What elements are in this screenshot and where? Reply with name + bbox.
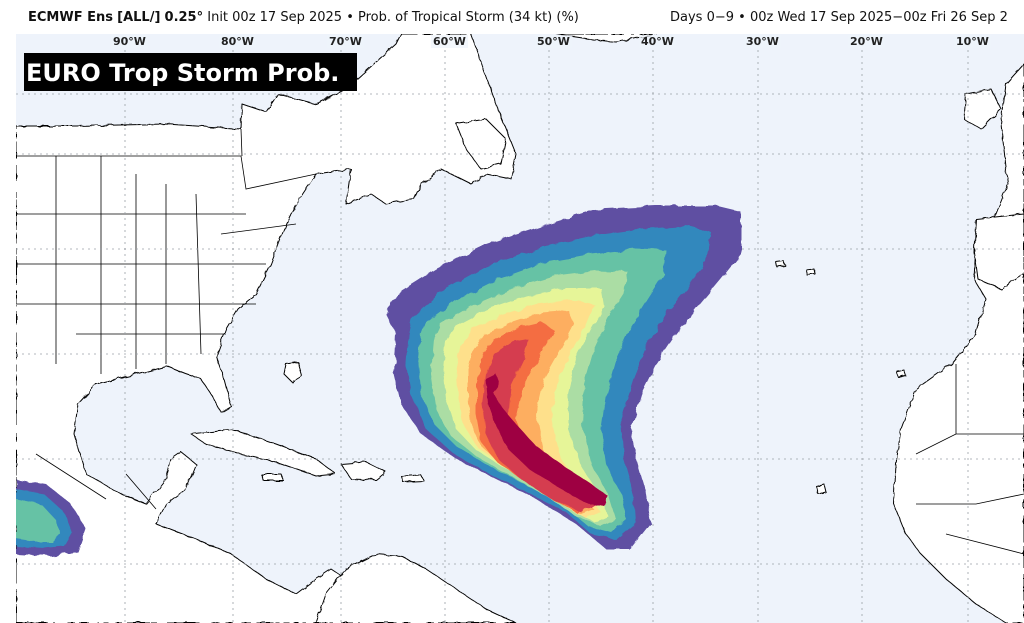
greenland	[555, 34, 657, 43]
hispaniola	[340, 461, 387, 481]
init-time: Init 00z 17 Sep 2025	[207, 10, 343, 25]
longitude-label: 10°W	[954, 35, 991, 48]
probability-plume	[386, 206, 741, 549]
member-set: [ALL/]	[117, 10, 161, 25]
prob-band-10	[486, 374, 608, 506]
borders	[16, 128, 1024, 555]
longitude-label: 70°W	[327, 35, 364, 48]
pacific-probability-blob	[16, 479, 86, 556]
azores-1	[775, 260, 786, 268]
map-title: ECMWF Ens [ALL/] 0.25° Init 00z 17 Sep 2…	[28, 10, 579, 25]
ireland	[963, 88, 1002, 130]
longitude-label: 60°W	[431, 35, 468, 48]
africa-europe	[893, 63, 1024, 623]
us-canada-border	[16, 128, 317, 190]
prob-band-9	[482, 339, 594, 512]
longitude-label: 50°W	[535, 35, 572, 48]
south-america	[315, 553, 517, 623]
africa-borders	[915, 364, 1024, 555]
iberia	[973, 213, 1024, 290]
headline-banner: EURO Trop Storm Prob.	[24, 53, 358, 91]
jamaica	[260, 473, 285, 482]
us-state-lines	[16, 156, 297, 374]
bermuda	[283, 361, 303, 383]
longitude-label: 20°W	[848, 35, 885, 48]
map-panel: 90°W 80°W 70°W 60°W 50°W 40°W 30°W 20°W 10°W	[16, 34, 1024, 623]
canary-islands	[895, 369, 907, 378]
map-canvas	[16, 34, 1024, 623]
longitude-label: 30°W	[744, 35, 781, 48]
title-bullet: •	[346, 10, 354, 25]
resolution: 0.25°	[164, 10, 204, 25]
map-header: ECMWF Ens [ALL/] 0.25° Init 00z 17 Sep 2…	[0, 0, 1024, 34]
land-masses	[16, 34, 1024, 623]
longitude-label: 80°W	[219, 35, 256, 48]
cape-verde	[815, 483, 827, 495]
newfoundland	[455, 118, 507, 170]
valid-period: Days 0−9 • 00z Wed 17 Sep 2025−00z Fri 2…	[670, 10, 1008, 25]
product-name: Prob. of Tropical Storm (34 kt) (%)	[358, 10, 579, 25]
longitude-label: 90°W	[111, 35, 148, 48]
mexico-borders	[35, 453, 157, 510]
pacific-band-3	[16, 499, 60, 542]
north-america	[16, 34, 517, 623]
longitude-label: 40°W	[639, 35, 676, 48]
model-name: ECMWF Ens	[28, 10, 113, 25]
cuba	[190, 428, 337, 477]
puerto-rico	[400, 474, 425, 483]
azores-2	[805, 268, 816, 276]
